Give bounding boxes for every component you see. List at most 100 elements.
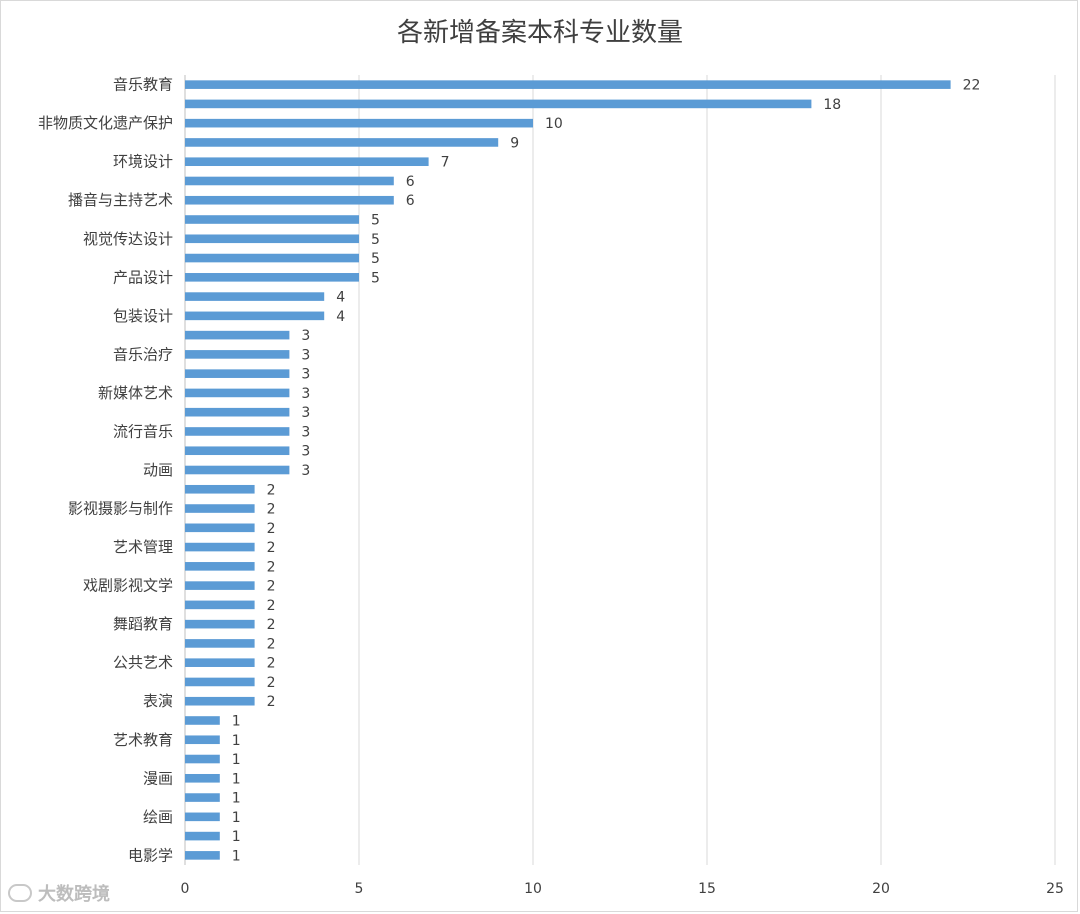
category-label: 漫画	[143, 769, 173, 787]
category-label: 影视摄影与制作	[68, 500, 173, 518]
data-label: 3	[301, 424, 310, 440]
bar	[185, 292, 325, 301]
category-label: 播音与主持艺术	[68, 191, 173, 209]
category-label: 环境设计	[113, 153, 173, 171]
x-axis-ticks: 0 5 10 15 20 25	[181, 881, 1064, 897]
bar	[185, 273, 359, 282]
bar	[185, 812, 220, 822]
data-label: 6	[406, 174, 415, 190]
data-label: 18	[823, 97, 841, 113]
category-label: 音乐教育	[113, 76, 173, 94]
category-label: 艺术管理	[113, 538, 173, 556]
bar	[185, 253, 359, 263]
data-label: 2	[267, 540, 276, 556]
bar	[185, 619, 255, 629]
data-label: 5	[371, 213, 380, 229]
bar	[185, 677, 255, 687]
category-label: 表演	[143, 692, 173, 710]
data-label: 9	[510, 135, 519, 151]
data-label: 2	[267, 482, 276, 498]
category-label: 电影学	[128, 846, 173, 864]
category-label: 视觉传达设计	[83, 230, 173, 248]
category-label: 产品设计	[113, 268, 173, 286]
data-label: 4	[336, 309, 345, 325]
bar	[185, 330, 290, 340]
category-label: 公共艺术	[113, 654, 173, 672]
watermark: 大数跨境	[8, 880, 110, 906]
bar	[185, 523, 255, 533]
data-label: 1	[232, 713, 241, 729]
x-tick-label: 25	[1046, 881, 1064, 897]
bar	[185, 658, 255, 667]
brand-logo-icon	[8, 884, 32, 902]
x-tick-label: 20	[872, 881, 890, 897]
data-label: 3	[301, 405, 310, 421]
x-tick-label: 15	[698, 881, 716, 897]
bar	[185, 118, 533, 128]
bar	[185, 446, 290, 456]
bar	[185, 311, 325, 321]
bar	[185, 831, 220, 841]
category-labels: 音乐教育非物质文化遗产保护环境设计播音与主持艺术视觉传达设计产品设计包装设计音乐…	[38, 76, 173, 865]
data-label: 2	[267, 502, 276, 518]
data-label: 4	[336, 290, 345, 306]
data-label: 2	[267, 598, 276, 614]
bar	[185, 754, 220, 764]
bar	[185, 696, 255, 706]
bar	[185, 639, 255, 648]
bar	[185, 138, 499, 147]
data-label: 1	[232, 752, 241, 768]
bar	[185, 215, 359, 224]
category-label: 戏剧影视文学	[83, 577, 173, 595]
category-label: 包装设计	[113, 307, 173, 325]
data-label: 1	[232, 829, 241, 845]
bar	[185, 581, 255, 590]
bar	[185, 542, 255, 552]
data-label: 5	[371, 232, 380, 248]
data-label: 1	[232, 771, 241, 787]
data-label: 2	[267, 694, 276, 710]
category-label: 舞蹈教育	[113, 615, 173, 633]
chart-title: 各新增备案本科专业数量	[397, 18, 683, 48]
bar	[185, 176, 394, 186]
data-label: 3	[301, 367, 310, 383]
data-label: 5	[371, 270, 380, 286]
data-label: 2	[267, 656, 276, 672]
bar	[185, 465, 290, 475]
data-label: 6	[406, 193, 415, 209]
bar	[185, 562, 255, 571]
bar	[185, 157, 429, 167]
bar	[185, 427, 290, 436]
data-label: 3	[301, 328, 310, 344]
bar	[185, 350, 290, 359]
data-label: 10	[545, 116, 563, 132]
bars	[185, 80, 951, 860]
bar	[185, 80, 951, 89]
category-label: 艺术教育	[113, 731, 173, 749]
data-label: 1	[232, 791, 241, 807]
data-label: 2	[267, 559, 276, 575]
bar	[185, 234, 359, 244]
data-label: 1	[232, 848, 241, 864]
data-labels: 2218109766555544333333332222222222221111…	[232, 78, 981, 865]
data-label: 3	[301, 463, 310, 479]
data-label: 2	[267, 675, 276, 691]
category-label: 新媒体艺术	[98, 384, 173, 402]
bar	[185, 407, 290, 417]
gridlines	[184, 75, 1056, 865]
bar	[185, 195, 394, 205]
data-label: 1	[232, 810, 241, 826]
category-label: 流行音乐	[113, 422, 173, 440]
bar	[185, 716, 220, 725]
bar	[185, 484, 255, 494]
bar	[185, 735, 220, 745]
data-label: 5	[371, 251, 380, 267]
bar	[185, 600, 255, 610]
data-label: 3	[301, 444, 310, 460]
data-label: 2	[267, 617, 276, 633]
x-tick-label: 10	[524, 881, 542, 897]
data-label: 3	[301, 386, 310, 402]
category-label: 绘画	[143, 808, 173, 826]
x-tick-label: 0	[181, 881, 190, 897]
